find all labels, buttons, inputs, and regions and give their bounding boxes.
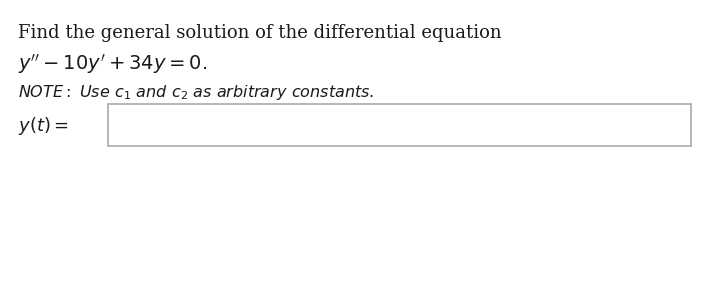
FancyBboxPatch shape [108,104,691,146]
Text: $y'' - 10y' + 34y = 0.$: $y'' - 10y' + 34y = 0.$ [18,52,207,76]
Text: Find the general solution of the differential equation: Find the general solution of the differe… [18,24,502,42]
Text: $\mathit{NOTE{:}\ Use\ c_1\ and\ c_2\ as\ arbitrary\ constants.}$: $\mathit{NOTE{:}\ Use\ c_1\ and\ c_2\ as… [18,83,374,102]
Text: $y(t) =$: $y(t) =$ [18,115,69,137]
